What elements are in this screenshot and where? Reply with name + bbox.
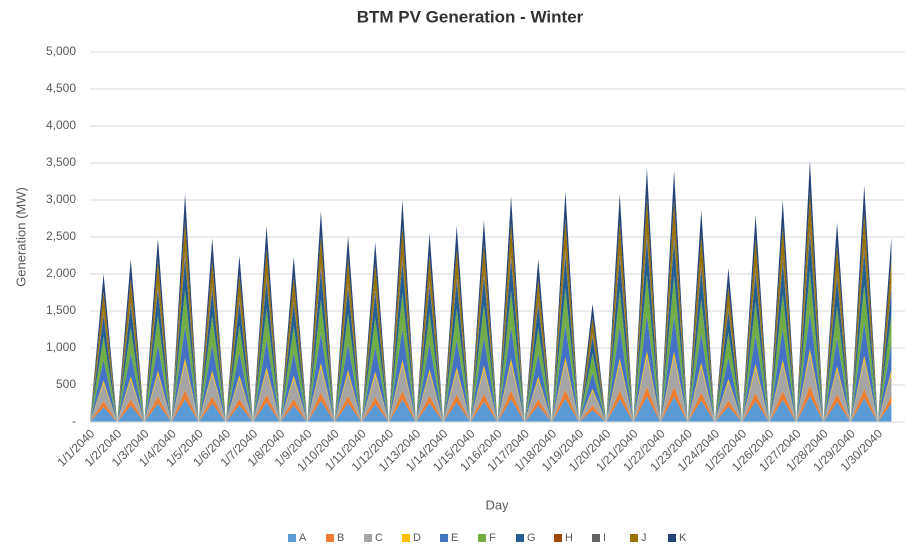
- legend-label: C: [375, 532, 383, 544]
- legend-swatch: [630, 534, 638, 542]
- area: [90, 192, 892, 422]
- legend-swatch: [516, 534, 524, 542]
- legend-swatch: [440, 534, 448, 542]
- legend-label: K: [679, 532, 687, 544]
- chart-title: BTM PV Generation - Winter: [357, 7, 584, 26]
- legend-swatch: [288, 534, 296, 542]
- area: [90, 231, 892, 422]
- area: [90, 395, 892, 422]
- legend-label: B: [337, 532, 344, 544]
- y-tick-label: 1,000: [46, 340, 76, 354]
- y-tick-label: 4,500: [46, 81, 76, 95]
- y-tick-label: 4,000: [46, 118, 76, 132]
- legend-label: D: [413, 532, 421, 544]
- legend-swatch: [592, 534, 600, 542]
- legend-label: H: [565, 532, 573, 544]
- y-tick-label: 2,000: [46, 266, 76, 280]
- y-tick-label: 5,000: [46, 44, 76, 58]
- legend-label: F: [489, 532, 496, 544]
- legend-label: E: [451, 532, 458, 544]
- area: [90, 270, 892, 422]
- legend-label: I: [603, 532, 606, 544]
- y-tick-label: 3,500: [46, 155, 76, 169]
- legend-swatch: [364, 534, 372, 542]
- area: [90, 226, 892, 422]
- legend-label: J: [641, 532, 647, 544]
- y-tick-label: 2,500: [46, 229, 76, 243]
- y-tick-label: 500: [56, 377, 76, 391]
- y-tick-label: 1,500: [46, 303, 76, 317]
- area: [90, 312, 892, 422]
- area: [90, 160, 892, 422]
- legend-swatch: [554, 534, 562, 542]
- y-tick-label: 3,000: [46, 192, 76, 206]
- legend-swatch: [668, 534, 676, 542]
- legend-swatch: [402, 534, 410, 542]
- x-axis-title: Day: [485, 497, 509, 512]
- legend-label: A: [299, 532, 307, 544]
- legend-swatch: [326, 534, 334, 542]
- area: [90, 233, 892, 422]
- y-axis-title: Generation (MW): [13, 187, 28, 287]
- legend-label: G: [527, 532, 536, 544]
- y-tick-label: -: [72, 414, 76, 428]
- area: [90, 354, 892, 422]
- area: [90, 348, 892, 422]
- legend-swatch: [478, 534, 486, 542]
- area: [90, 385, 892, 422]
